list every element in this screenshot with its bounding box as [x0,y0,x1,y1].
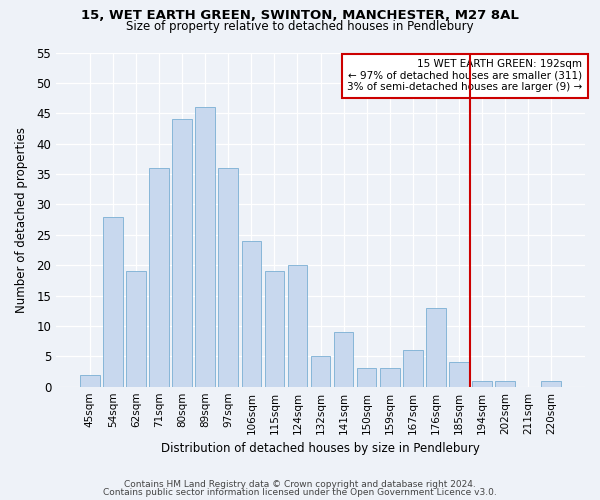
Text: 15 WET EARTH GREEN: 192sqm
← 97% of detached houses are smaller (311)
3% of semi: 15 WET EARTH GREEN: 192sqm ← 97% of deta… [347,59,583,92]
Bar [287,265,307,386]
Text: Contains HM Land Registry data © Crown copyright and database right 2024.: Contains HM Land Registry data © Crown c… [124,480,476,489]
Y-axis label: Number of detached properties: Number of detached properties [15,126,28,312]
Text: Contains public sector information licensed under the Open Government Licence v3: Contains public sector information licen… [103,488,497,497]
Bar [495,380,515,386]
Bar [196,107,215,386]
Bar [449,362,469,386]
Bar [426,308,446,386]
Bar [172,120,192,386]
Bar [334,332,353,386]
Bar [380,368,400,386]
Bar [218,168,238,386]
Bar [80,374,100,386]
Bar [311,356,331,386]
Text: Size of property relative to detached houses in Pendlebury: Size of property relative to detached ho… [126,20,474,33]
Bar [541,380,561,386]
Bar [242,241,261,386]
Text: 15, WET EARTH GREEN, SWINTON, MANCHESTER, M27 8AL: 15, WET EARTH GREEN, SWINTON, MANCHESTER… [81,9,519,22]
Bar [472,380,492,386]
X-axis label: Distribution of detached houses by size in Pendlebury: Distribution of detached houses by size … [161,442,480,455]
Bar [357,368,376,386]
Bar [149,168,169,386]
Bar [403,350,422,387]
Bar [126,271,146,386]
Bar [265,271,284,386]
Bar [103,216,123,386]
